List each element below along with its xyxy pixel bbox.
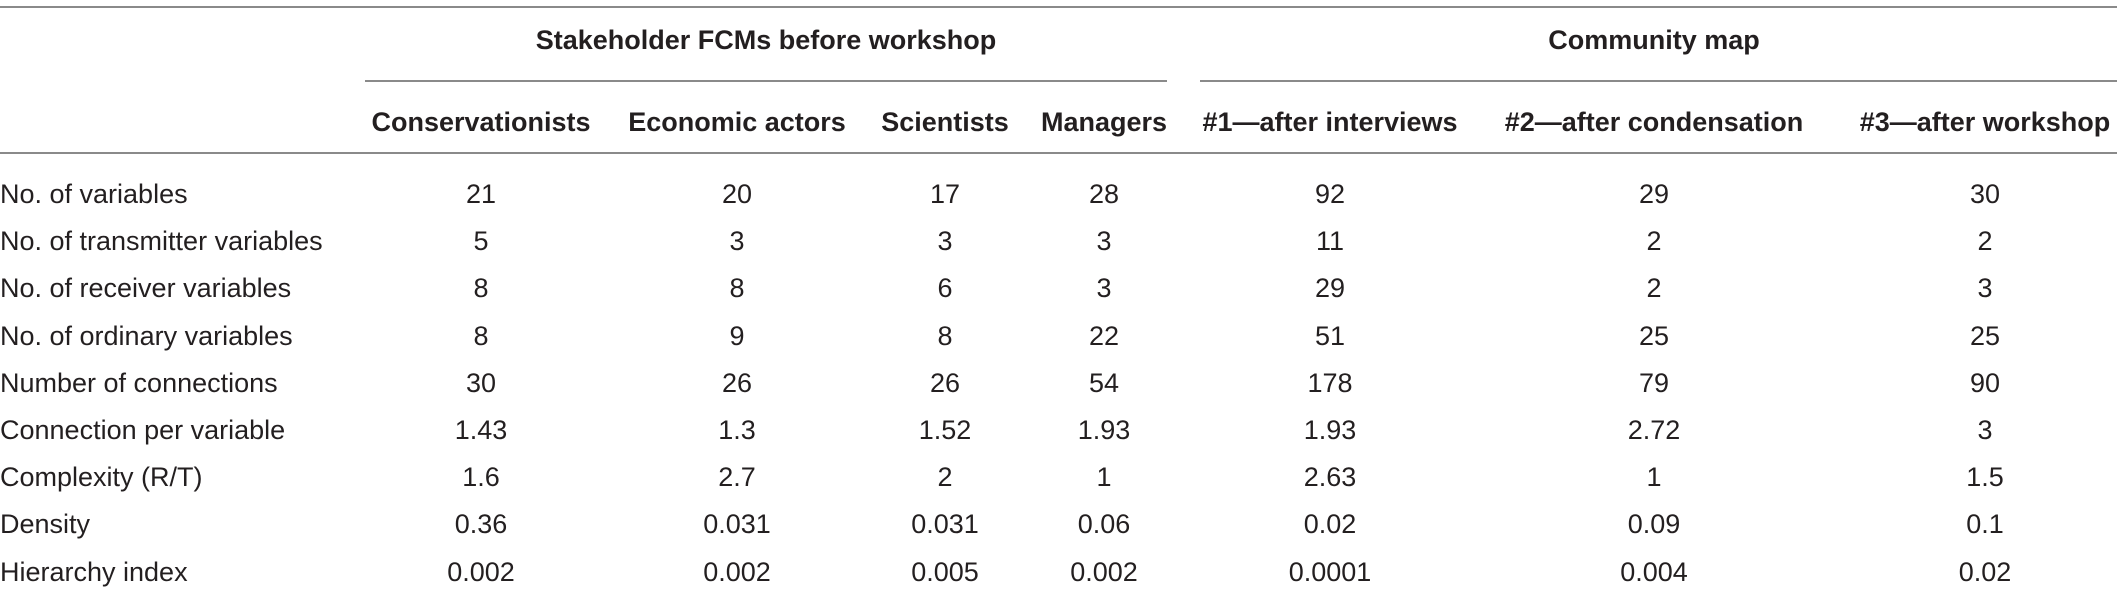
table-cell: 25 <box>1638 321 1670 351</box>
table-cell: 3 <box>1977 415 1993 445</box>
table-cell: 21 <box>465 179 497 209</box>
row-label: No. of ordinary variables <box>0 321 293 351</box>
table-cell: 2 <box>1977 226 1993 256</box>
row-label: No. of receiver variables <box>0 273 292 303</box>
table-cell: 2.63 <box>1303 462 1357 492</box>
table-cell: 54 <box>1088 368 1120 398</box>
table-cell: 1.3 <box>718 415 756 445</box>
table-cell: 1.93 <box>1077 415 1131 445</box>
table-cell: 2.72 <box>1627 415 1681 445</box>
table-cell: 0.002 <box>1070 557 1138 587</box>
table-cell: 3 <box>729 226 745 256</box>
table-cell: 5 <box>473 226 489 256</box>
table-cell: 30 <box>465 368 497 398</box>
row-label: Connection per variable <box>0 415 286 445</box>
table-cell: 11 <box>1315 226 1345 256</box>
column-header: Scientists <box>881 107 1009 137</box>
column-header: #1—after interviews <box>1202 107 1458 137</box>
table-cell: 29 <box>1638 179 1670 209</box>
group-rule-community <box>1200 80 2117 82</box>
row-label: No. of variables <box>0 179 188 209</box>
table-cell: 8 <box>473 273 489 303</box>
row-label: No. of transmitter variables <box>0 226 323 256</box>
table-cell: 79 <box>1638 368 1670 398</box>
table-cell: 1.93 <box>1303 415 1357 445</box>
column-header: Managers <box>1040 107 1168 137</box>
table-cell: 2 <box>1646 273 1662 303</box>
table-cell: 22 <box>1088 321 1120 351</box>
table-cell: 30 <box>1969 179 2001 209</box>
table-cell: 28 <box>1088 179 1120 209</box>
table-cell: 25 <box>1969 321 2001 351</box>
table-cell: 9 <box>729 321 745 351</box>
row-label: Density <box>0 509 91 539</box>
row-label: Number of connections <box>0 368 278 398</box>
header-rule <box>0 152 2117 154</box>
table-cell: 1.6 <box>462 462 500 492</box>
table-cell: 90 <box>1969 368 2001 398</box>
table-cell: 0.06 <box>1077 509 1131 539</box>
table-cell: 3 <box>937 226 953 256</box>
table-cell: 3 <box>1096 273 1112 303</box>
table-cell: 51 <box>1314 321 1346 351</box>
table-cell: 0.0001 <box>1288 557 1372 587</box>
row-label: Hierarchy index <box>0 557 188 587</box>
table-cell: 0.002 <box>447 557 515 587</box>
table-cell: 0.1 <box>1966 509 2004 539</box>
table-cell: 1.52 <box>918 415 972 445</box>
table-cell: 2.7 <box>718 462 756 492</box>
table-cell: 8 <box>729 273 745 303</box>
table-cell: 3 <box>1977 273 1993 303</box>
top-rule <box>0 6 2117 8</box>
table-cell: 26 <box>929 368 961 398</box>
table-cell: 0.002 <box>703 557 771 587</box>
group-header-stakeholder: Stakeholder FCMs before workshop <box>535 25 997 55</box>
column-header: Conservationists <box>371 107 591 137</box>
table-cell: 2 <box>937 462 953 492</box>
table-cell: 0.02 <box>1303 509 1357 539</box>
table-cell: 8 <box>473 321 489 351</box>
table-cell: 2 <box>1646 226 1662 256</box>
table-cell: 29 <box>1314 273 1346 303</box>
column-header: #2—after condensation <box>1504 107 1804 137</box>
table-cell: 0.09 <box>1627 509 1681 539</box>
column-header: #3—after workshop <box>1859 107 2111 137</box>
row-label: Complexity (R/T) <box>0 462 203 492</box>
table-cell: 0.005 <box>911 557 979 587</box>
table-cell: 17 <box>929 179 961 209</box>
table-cell: 0.004 <box>1620 557 1688 587</box>
table-cell: 92 <box>1314 179 1346 209</box>
table-cell: 1.43 <box>454 415 508 445</box>
table-cell: 0.02 <box>1958 557 2012 587</box>
column-header: Economic actors <box>628 107 846 137</box>
table-cell: 0.031 <box>703 509 771 539</box>
table-cell: 1 <box>1646 462 1662 492</box>
table-cell: 26 <box>721 368 753 398</box>
table-cell: 6 <box>937 273 953 303</box>
group-header-community: Community map <box>1548 25 1760 55</box>
group-rule-stakeholder <box>365 80 1167 82</box>
table-cell: 1 <box>1096 462 1112 492</box>
table-cell: 1.5 <box>1966 462 2004 492</box>
table-cell: 3 <box>1096 226 1112 256</box>
table-cell: 20 <box>721 179 753 209</box>
table-cell: 0.031 <box>911 509 979 539</box>
table-cell: 0.36 <box>454 509 508 539</box>
table-cell: 8 <box>937 321 953 351</box>
table-cell: 178 <box>1307 368 1353 398</box>
